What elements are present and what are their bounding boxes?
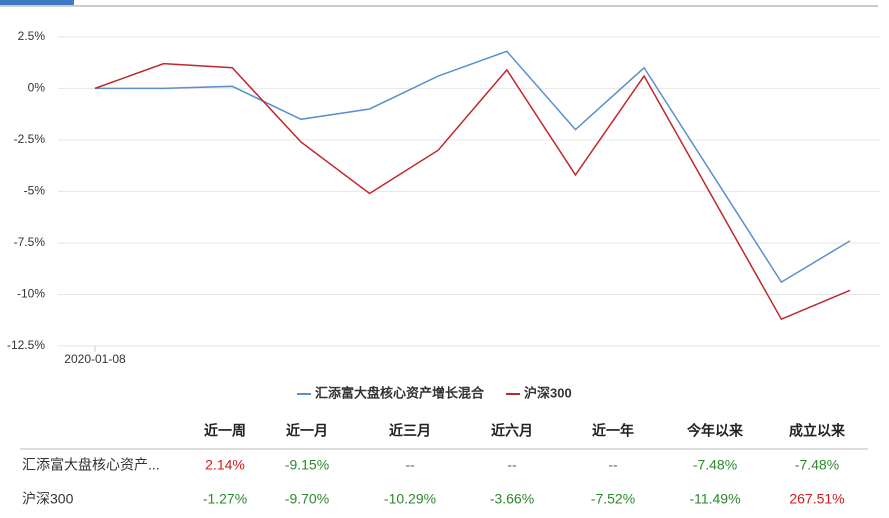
table-header: 今年以来 [686,423,744,439]
y-tick-label: -2.5% [14,132,46,146]
table-cell: -1.27% [203,491,247,507]
table-cell: -7.48% [693,457,737,473]
table-header: 近一年 [592,423,634,439]
row-label: 沪深300 [22,491,74,507]
table-cell: -10.29% [384,491,436,507]
table-cell: 2.14% [205,457,245,473]
table-cell: -- [608,457,618,473]
row-label: 汇添富大盘核心资产... [22,457,160,473]
y-tick-label: -7.5% [14,235,46,249]
table-cell: -11.49% [689,491,740,507]
legend-label: 汇添富大盘核心资产增长混合 [315,385,485,400]
y-tick-label: 0% [28,81,46,95]
table-cell: 267.51% [789,491,844,507]
y-tick-label: -10% [17,287,45,301]
table-header: 近一周 [204,423,246,439]
active-tab[interactable] [0,0,74,5]
series-line [94,62,851,321]
table-header: 成立以来 [789,423,846,439]
table-header: 近一月 [286,423,328,439]
series-line [95,50,851,284]
y-tick-label: -12.5% [7,338,45,352]
table-cell: -- [507,457,517,473]
table-header: 近六月 [491,423,533,439]
table-cell: -7.52% [591,491,635,507]
y-tick-label: 2.5% [18,29,46,43]
table-cell: -- [405,457,415,473]
table-cell: -9.70% [285,491,329,507]
y-tick-label: -5% [24,184,46,198]
legend-label: 沪深300 [524,385,572,400]
table-cell: -9.15% [285,457,329,473]
x-tick-label: 2020-01-08 [64,352,126,366]
table-header: 近三月 [389,423,431,439]
table-cell: -3.66% [490,491,534,507]
table-cell: -7.48% [795,457,839,473]
